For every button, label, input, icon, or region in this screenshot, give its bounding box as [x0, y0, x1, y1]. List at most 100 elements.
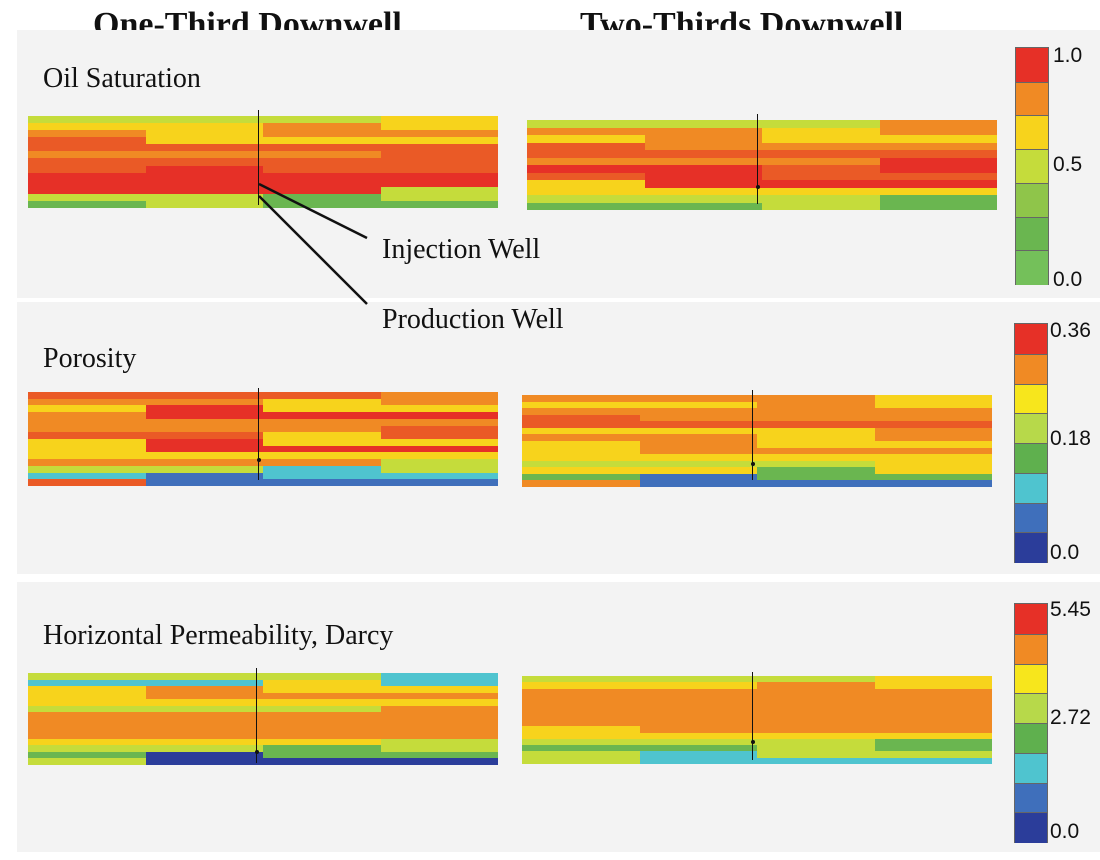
layer-cell — [639, 720, 758, 728]
layer-cell — [28, 758, 147, 765]
layer-cell — [757, 676, 876, 684]
layer-cell — [644, 120, 763, 129]
layer-cell — [145, 692, 264, 701]
layer-cell — [380, 712, 498, 720]
layer-cell — [874, 434, 992, 442]
layer-cell — [28, 439, 147, 447]
well-marker-porosity-left — [258, 388, 259, 480]
layer-cell — [522, 745, 641, 753]
layer-cell — [757, 441, 876, 449]
layer-cell — [879, 187, 997, 196]
layer-cell — [263, 712, 382, 720]
layer-cell — [874, 757, 992, 764]
well-dot-porosity-left — [257, 458, 261, 462]
layer-cell — [522, 395, 641, 403]
layer-cell — [639, 751, 758, 759]
layer-cell — [145, 151, 264, 160]
layer-cell — [874, 473, 992, 482]
layer-cell — [879, 120, 997, 129]
layer-cell — [757, 688, 876, 696]
layer-cell — [28, 725, 147, 734]
layer-cell — [145, 479, 264, 486]
layer-cell — [522, 434, 641, 442]
layer-cell — [28, 732, 147, 740]
well-dot-porosity-right — [751, 462, 755, 466]
slab-porosity-one-third — [28, 392, 498, 486]
layer-cell — [28, 193, 147, 202]
layer-cell — [522, 726, 641, 734]
layer-cell — [380, 116, 498, 125]
layer-cell — [263, 398, 382, 407]
layer-cell — [757, 395, 876, 403]
layer-cell — [145, 738, 264, 747]
layer-cell — [28, 151, 147, 160]
layer-cell — [522, 467, 641, 475]
colorbar-swatch — [1015, 752, 1047, 784]
well-marker-perm-right — [752, 672, 753, 760]
layer-cell — [639, 434, 758, 442]
layer-cell — [28, 751, 147, 760]
layer-cell — [522, 707, 641, 715]
layer-cell — [263, 686, 382, 694]
layer-cell — [380, 732, 498, 740]
layer-cell — [879, 135, 997, 144]
layer-cell — [28, 144, 147, 153]
colorbar-swatch — [1015, 812, 1047, 843]
layer-cell — [639, 401, 758, 410]
layer-cell — [874, 720, 992, 728]
layer-cell — [757, 701, 876, 709]
layer-cell — [762, 180, 881, 189]
layer-cell — [644, 195, 763, 204]
layer-cell — [522, 414, 641, 423]
slab-permeability-one-third — [28, 673, 498, 765]
layer-cell — [522, 757, 641, 764]
colorbar-permeability-mid: 2.72 — [1050, 706, 1091, 729]
injection-well-leader — [258, 182, 368, 240]
layer-cell — [757, 473, 876, 482]
layer-cell — [263, 193, 382, 202]
layer-cell — [263, 479, 382, 486]
layer-cell — [28, 459, 147, 467]
layer-cell — [145, 686, 264, 694]
production-well-leader — [258, 195, 368, 305]
layer-cell — [380, 479, 498, 486]
layer-cell — [263, 699, 382, 707]
layer-cell — [380, 725, 498, 734]
layer-cell — [527, 150, 646, 159]
layer-cell — [527, 195, 646, 204]
well-dot-perm-right — [751, 740, 755, 744]
well-marker-porosity-right — [752, 390, 753, 480]
layer-cell — [28, 686, 147, 694]
layer-cell — [522, 676, 641, 684]
layer-cell — [145, 137, 264, 146]
layer-cell — [639, 414, 758, 423]
colorbar-swatch — [1015, 604, 1047, 635]
layer-cell — [639, 732, 758, 740]
layer-cell — [757, 467, 876, 475]
layer-cell — [380, 405, 498, 414]
layer-cell — [757, 454, 876, 462]
layer-cell — [644, 157, 763, 166]
layer-cell — [145, 418, 264, 427]
layer-cell — [145, 699, 264, 707]
layer-cell — [28, 679, 147, 688]
layer-cell — [28, 186, 147, 195]
layer-cell — [639, 701, 758, 709]
layer-cell — [874, 480, 992, 487]
layer-cell — [762, 187, 881, 196]
layer-cell — [757, 757, 876, 764]
colorbar-porosity — [1014, 323, 1048, 563]
layer-cell — [874, 421, 992, 429]
layer-cell — [527, 187, 646, 196]
layer-cell — [28, 130, 147, 139]
layer-cell — [757, 713, 876, 721]
layer-cell — [145, 186, 264, 195]
layer-cell — [757, 421, 876, 429]
layer-cell — [263, 692, 382, 701]
layer-cell — [145, 445, 264, 454]
layer-cell — [145, 459, 264, 467]
colorbar-swatch — [1015, 383, 1047, 415]
layer-cell — [380, 459, 498, 467]
layer-cell — [145, 425, 264, 434]
